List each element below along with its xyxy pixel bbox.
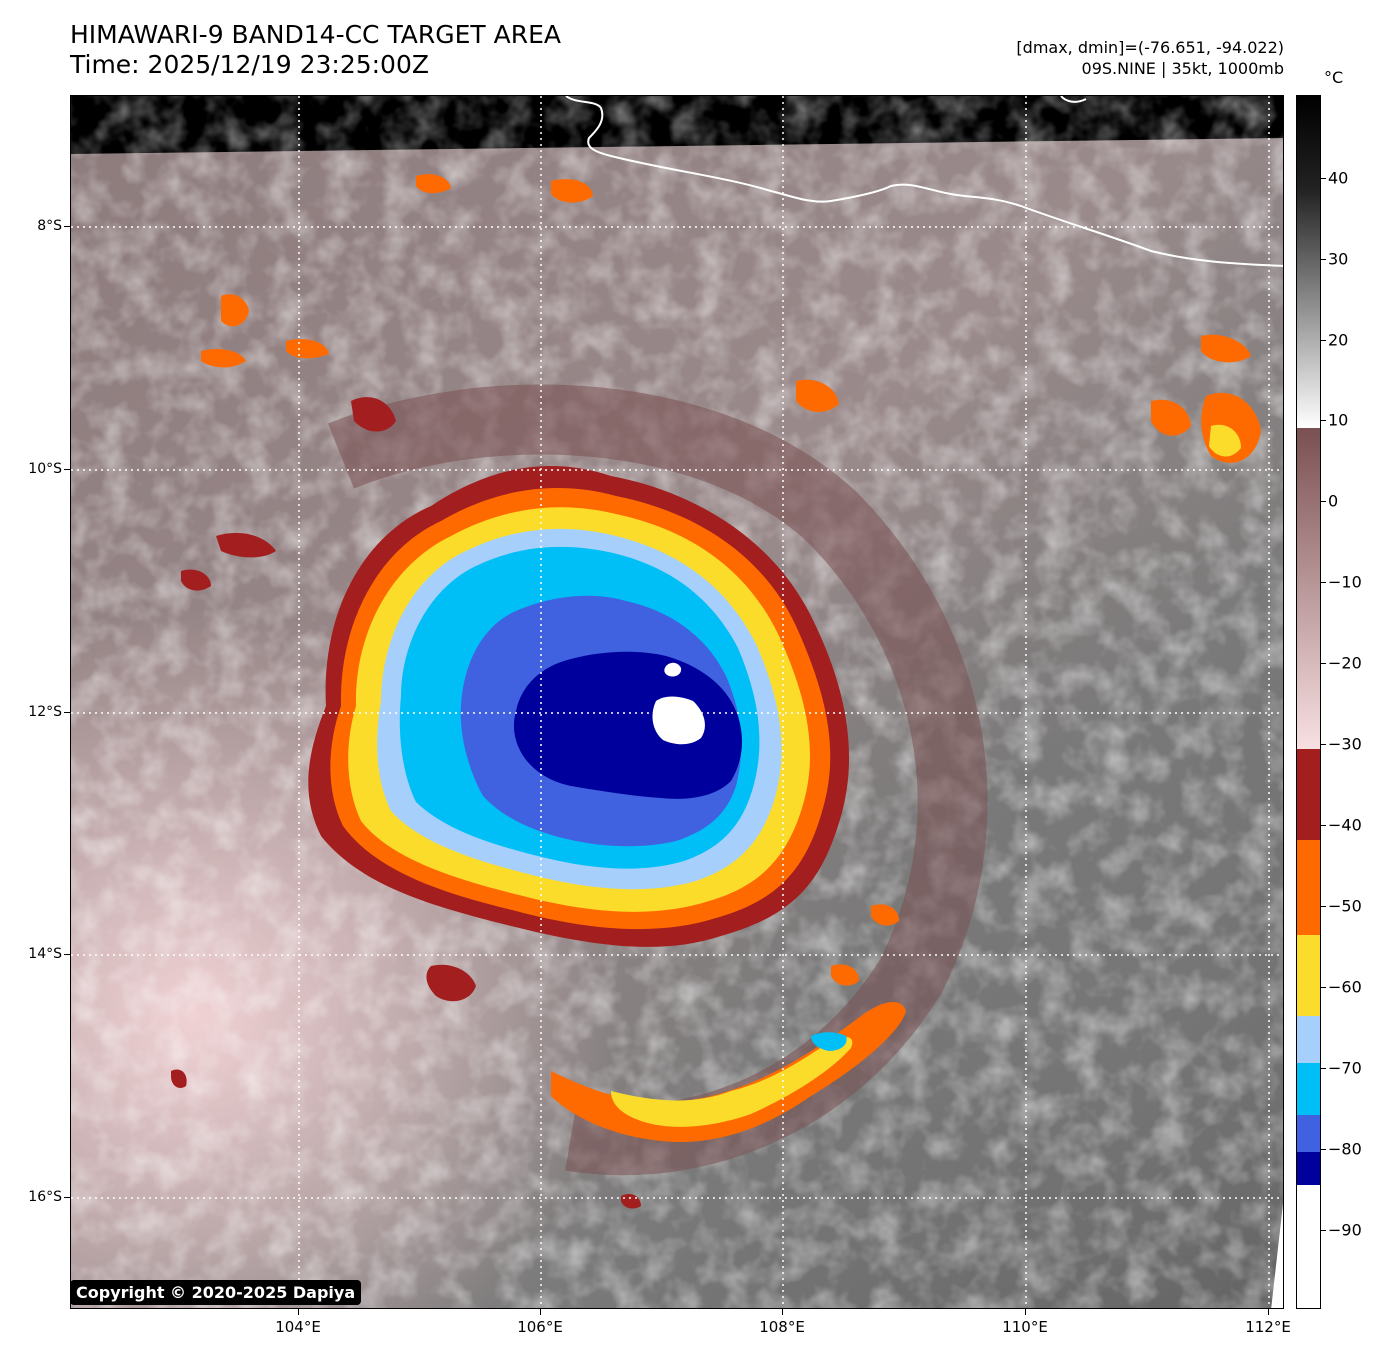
x-tick-label: 108°E bbox=[759, 1318, 805, 1336]
y-tickmark bbox=[64, 954, 70, 955]
temperature-range: [dmax, dmin]=(-76.651, -94.022) bbox=[1016, 38, 1284, 57]
colorbar-label: 10 bbox=[1328, 410, 1349, 430]
title-line-1: HIMAWARI-9 BAND14-CC TARGET AREA bbox=[70, 20, 562, 49]
colorbar-tick bbox=[1321, 420, 1326, 421]
colorbar-label: −40 bbox=[1328, 815, 1362, 835]
colorbar-tick bbox=[1321, 987, 1326, 988]
colorbar-unit: °C bbox=[1324, 68, 1344, 87]
chart-title: HIMAWARI-9 BAND14-CC TARGET AREA Time: 2… bbox=[70, 20, 561, 80]
colorbar-label: 40 bbox=[1328, 168, 1349, 188]
colorbar-label: 30 bbox=[1328, 249, 1349, 269]
x-tickmark bbox=[1268, 1309, 1269, 1315]
colorbar-tick bbox=[1321, 663, 1326, 664]
colorbar-label: −30 bbox=[1328, 734, 1362, 754]
y-tickmark bbox=[64, 469, 70, 470]
colorbar-label: −70 bbox=[1328, 1058, 1362, 1078]
colorbar-tick bbox=[1321, 744, 1326, 745]
copyright-badge: Copyright © 2020-2025 Dapiya bbox=[70, 1280, 362, 1305]
colorbar-tick bbox=[1321, 1230, 1326, 1231]
colorbar-tick bbox=[1321, 178, 1326, 179]
x-tick-label: 106°E bbox=[517, 1318, 563, 1336]
storm-info: [dmax, dmin]=(-76.651, -94.022) 09S.NINE… bbox=[1016, 37, 1284, 79]
colorbar bbox=[1296, 95, 1321, 1309]
colorbar-tick bbox=[1321, 259, 1326, 260]
satellite-map bbox=[70, 95, 1284, 1309]
y-tick-label: 16°S bbox=[28, 1189, 62, 1205]
colorbar-label: −50 bbox=[1328, 896, 1362, 916]
y-tick-label: 12°S bbox=[28, 704, 62, 720]
colorbar-tick bbox=[1321, 501, 1326, 502]
x-tick-label: 110°E bbox=[1002, 1318, 1048, 1336]
y-tick-label: 14°S bbox=[28, 946, 62, 962]
y-tickmark bbox=[64, 712, 70, 713]
x-tickmark bbox=[782, 1309, 783, 1315]
x-tickmark bbox=[540, 1309, 541, 1315]
colorbar-tick bbox=[1321, 340, 1326, 341]
y-tick-label: 8°S bbox=[37, 218, 62, 234]
colorbar-tick bbox=[1321, 1149, 1326, 1150]
x-tickmark bbox=[1025, 1309, 1026, 1315]
colorbar-label: −10 bbox=[1328, 572, 1362, 592]
colorbar-tick bbox=[1321, 906, 1326, 907]
x-tickmark bbox=[298, 1309, 299, 1315]
colorbar-tick bbox=[1321, 1068, 1326, 1069]
y-tick-label: 10°S bbox=[28, 461, 62, 477]
colorbar-label: 20 bbox=[1328, 330, 1349, 350]
satellite-image bbox=[71, 96, 1283, 1308]
y-tickmark bbox=[64, 1197, 70, 1198]
colorbar-label: −60 bbox=[1328, 977, 1362, 997]
title-line-2: Time: 2025/12/19 23:25:00Z bbox=[70, 50, 429, 79]
colorbar-tick bbox=[1321, 825, 1326, 826]
colorbar-gradient bbox=[1297, 96, 1320, 1308]
y-tickmark bbox=[64, 226, 70, 227]
storm-name: 09S.NINE | 35kt, 1000mb bbox=[1081, 59, 1284, 78]
colorbar-label: 0 bbox=[1328, 491, 1339, 511]
colorbar-label: −20 bbox=[1328, 653, 1362, 673]
x-tick-label: 104°E bbox=[275, 1318, 321, 1336]
colorbar-tick bbox=[1321, 582, 1326, 583]
colorbar-label: −90 bbox=[1328, 1220, 1362, 1240]
colorbar-label: −80 bbox=[1328, 1139, 1362, 1159]
x-tick-label: 112°E bbox=[1245, 1318, 1291, 1336]
